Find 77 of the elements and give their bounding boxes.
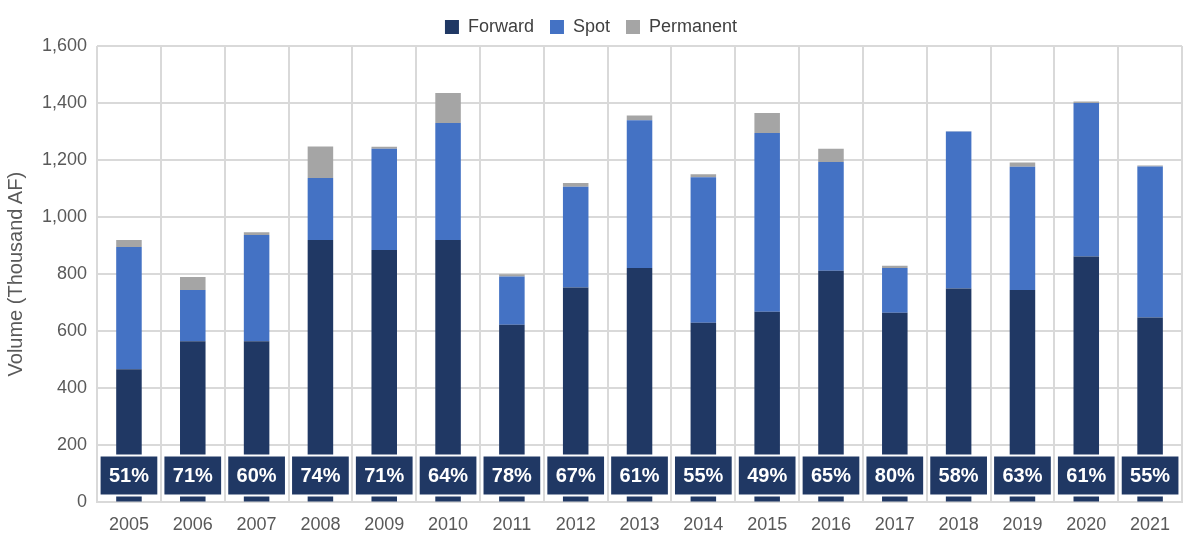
x-tick-label: 2017 — [874, 514, 915, 535]
legend-label: Forward — [467, 15, 534, 36]
x-tick-label: 2021 — [1130, 514, 1171, 535]
x-tick-label: 2015 — [747, 514, 788, 535]
y-tick-label: 1,200 — [42, 149, 88, 170]
bar — [307, 178, 334, 240]
y-tick-label: 1,000 — [42, 206, 88, 227]
x-tick-label: 2010 — [428, 514, 469, 535]
bar — [818, 162, 844, 271]
bar — [1137, 166, 1163, 318]
y-tick-label: 0 — [77, 491, 88, 512]
x-tick-label: 2018 — [938, 514, 979, 535]
annotation: 78% — [491, 463, 533, 486]
x-tick-label: 2016 — [810, 514, 852, 535]
annotation: 49% — [747, 463, 788, 486]
annotation: 55% — [683, 463, 724, 486]
x-tick-label: 2005 — [108, 514, 149, 535]
y-tick-label: 1,600 — [42, 34, 88, 55]
annotation: 60% — [236, 463, 277, 486]
annotation: 58% — [938, 463, 979, 486]
annotation: 71% — [364, 463, 405, 486]
x-tick-label: 2020 — [1066, 514, 1107, 535]
bar — [1073, 103, 1100, 257]
y-tick-label: 200 — [57, 434, 88, 455]
bar — [435, 93, 461, 124]
bar — [882, 267, 908, 313]
bar — [945, 131, 972, 289]
bar — [754, 113, 780, 133]
y-tick-label: 1,400 — [42, 92, 88, 113]
bar — [371, 148, 397, 250]
bar — [818, 148, 844, 163]
bar — [180, 289, 206, 342]
bar — [116, 239, 142, 248]
annotation: 61% — [1066, 463, 1107, 486]
bar — [243, 232, 270, 236]
x-tick-label: 2012 — [555, 514, 596, 535]
y-tick-label: 600 — [57, 320, 88, 341]
annotation: 74% — [300, 463, 341, 486]
bar — [307, 146, 334, 179]
x-tick-label: 2019 — [1002, 514, 1043, 535]
legend-label: Spot — [572, 15, 610, 36]
x-tick-label: 2011 — [492, 514, 532, 535]
bar — [180, 277, 206, 290]
bar — [371, 146, 397, 149]
y-tick-label: 400 — [57, 377, 88, 398]
bar — [243, 235, 270, 342]
bar — [499, 274, 525, 277]
bar — [626, 120, 653, 268]
y-tick-label: 800 — [57, 263, 88, 284]
annotation: 51% — [108, 463, 150, 486]
legend-label: Permanent — [649, 15, 738, 36]
bar — [690, 174, 717, 178]
annotation: 71% — [172, 463, 214, 486]
bar — [499, 276, 525, 325]
bar — [562, 182, 589, 187]
x-tick-label: 2007 — [236, 514, 277, 535]
bar — [882, 265, 908, 268]
annotation: 67% — [555, 463, 596, 486]
annotation: 64% — [428, 463, 469, 486]
bar — [754, 133, 780, 312]
x-tick-label: 2014 — [683, 514, 724, 535]
x-tick-label: 2006 — [172, 514, 213, 535]
bar — [562, 186, 589, 288]
y-axis-title: Volume (Thousand AF) — [3, 171, 26, 377]
bar — [1009, 162, 1036, 167]
annotation: 65% — [810, 463, 852, 486]
annotation: 61% — [619, 463, 660, 486]
annotation: 80% — [874, 463, 916, 486]
annotation: 55% — [1130, 463, 1171, 486]
bar — [1009, 166, 1036, 290]
x-tick-label: 2008 — [300, 514, 341, 535]
x-tick-label: 2009 — [364, 514, 405, 535]
annotation: 63% — [1002, 463, 1043, 486]
bar — [690, 177, 717, 323]
bar — [116, 247, 142, 370]
x-tick-label: 2013 — [619, 514, 660, 535]
bar — [435, 123, 461, 240]
